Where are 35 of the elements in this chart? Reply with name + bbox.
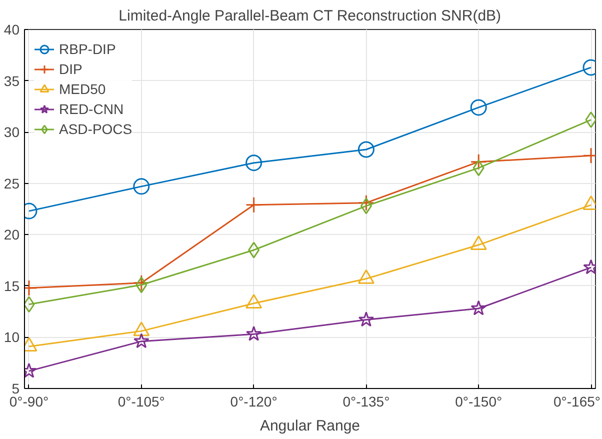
x-tick-label: 0°-120° — [230, 394, 278, 410]
x-tick-label: 0°-135° — [342, 394, 390, 410]
point — [470, 300, 486, 316]
point — [134, 333, 150, 348]
point — [246, 326, 262, 341]
y-tick-label: 30 — [4, 124, 20, 140]
point — [358, 312, 374, 327]
x-tick-label: 0°-90° — [9, 394, 49, 410]
x-tick-label: 0°-165° — [553, 394, 601, 410]
legend-label: MED50 — [59, 81, 106, 97]
y-tick-label: 5 — [12, 380, 20, 396]
point — [358, 194, 374, 212]
x-tick-label: 0°-150° — [455, 394, 502, 410]
y-tick-label: 35 — [4, 72, 20, 89]
y-tick-label: 10 — [4, 329, 20, 346]
point — [248, 242, 260, 258]
legend-label: DIP — [59, 61, 82, 77]
y-tick-label: 25 — [4, 175, 20, 192]
x-tick-label: 0°-105° — [118, 394, 165, 410]
point — [360, 198, 372, 214]
y-tick-label: 15 — [4, 278, 20, 294]
y-tick-label: 20 — [4, 226, 20, 243]
point — [470, 99, 487, 116]
point — [246, 196, 262, 214]
point — [133, 178, 150, 195]
legend-label: RBP-DIP — [59, 41, 116, 57]
point — [358, 141, 374, 158]
chart-title: Limited-Angle Parallel-Beam CT Reconstruction SNR(dB) — [118, 8, 502, 24]
legend-label: ASD-POCS — [59, 121, 132, 137]
y-tick-label: 40 — [4, 22, 20, 38]
point — [246, 154, 262, 172]
x-axis-title: Angular Range — [260, 418, 360, 434]
point — [472, 160, 484, 176]
point — [470, 154, 487, 170]
legend-label: RED-CNN — [59, 101, 124, 117]
